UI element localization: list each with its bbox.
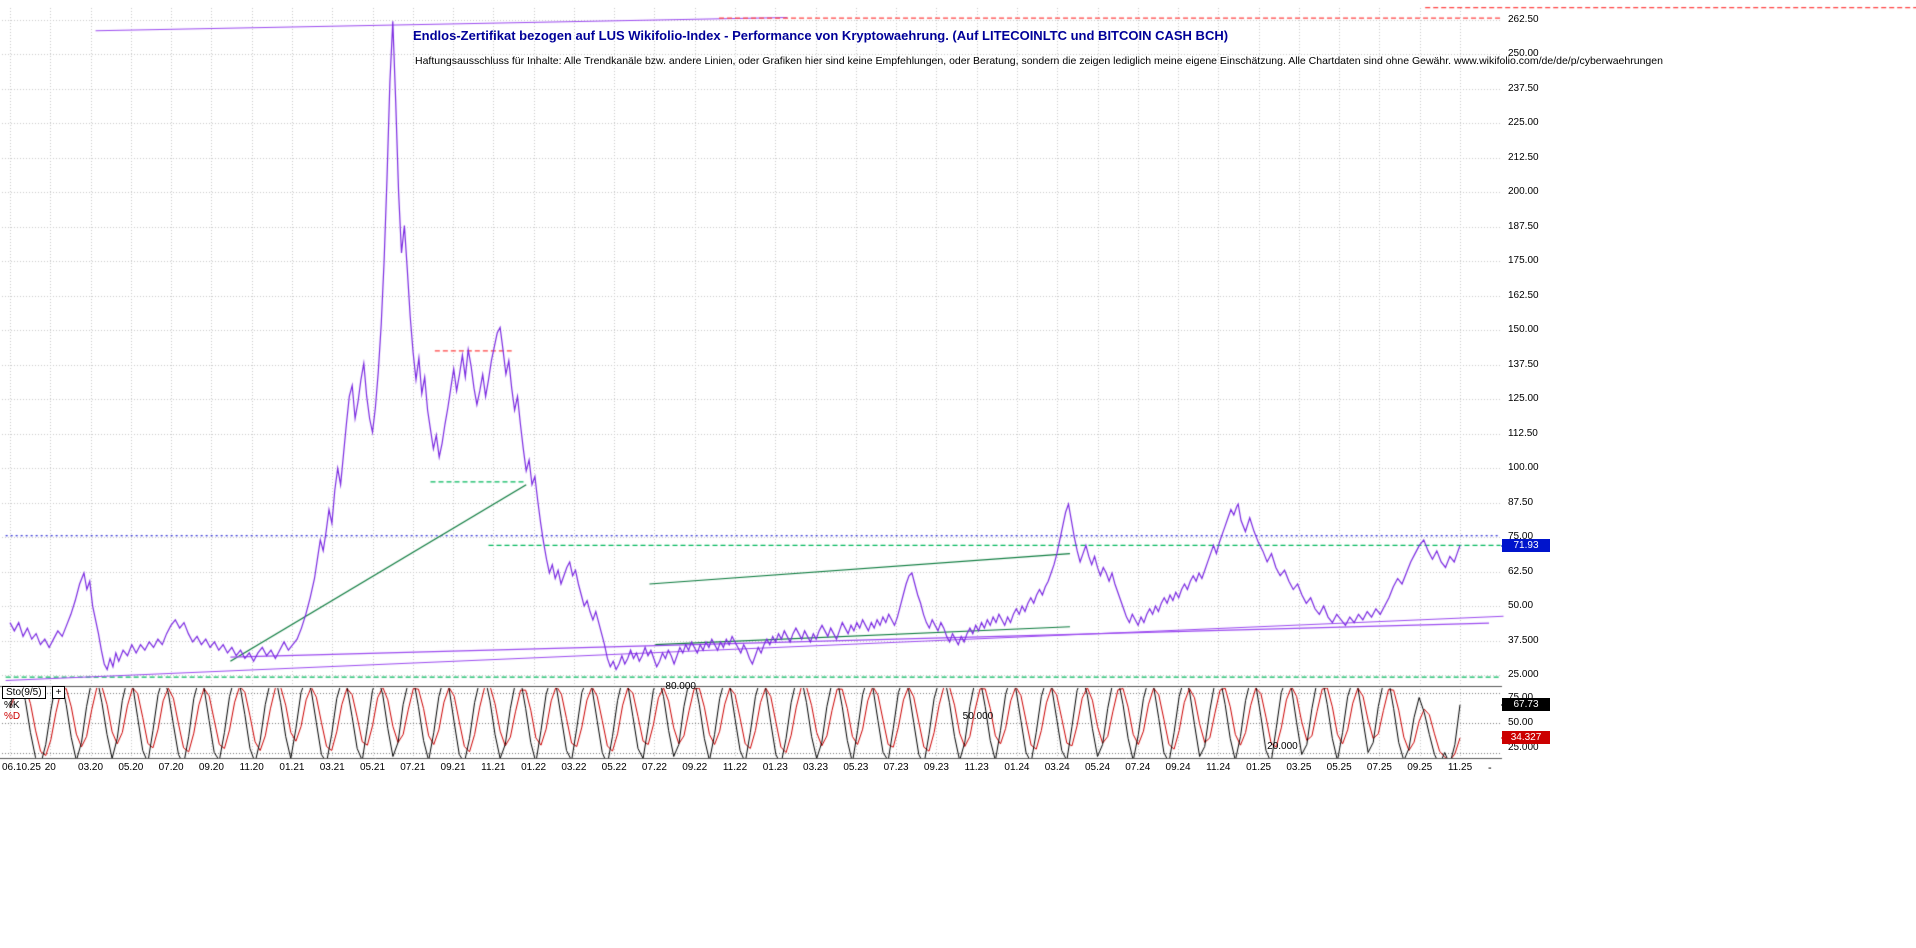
time-tick-label: 09.24 bbox=[1165, 762, 1191, 773]
time-tick-label: 07.25 bbox=[1366, 762, 1392, 773]
price-tick-label: 125.00 bbox=[1508, 393, 1539, 405]
time-tick-label: 11.23 bbox=[964, 762, 989, 773]
sto-tick-label: 50.00 bbox=[1508, 716, 1534, 728]
price-tick-label: 150.00 bbox=[1508, 324, 1539, 336]
time-tick-label: 11.25 bbox=[1447, 762, 1473, 773]
time-tick-label: 05.24 bbox=[1084, 762, 1111, 773]
time-tick-label: 03.20 bbox=[78, 762, 104, 773]
price-tick-label: 250.00 bbox=[1508, 48, 1539, 60]
time-tick-label: 01.24 bbox=[1004, 762, 1030, 773]
time-tick-label: 11.20 bbox=[239, 762, 264, 773]
price-tick-label: 162.50 bbox=[1508, 289, 1539, 301]
sto-tick-label: 25.000 bbox=[1508, 741, 1539, 753]
time-tick-label: 03.24 bbox=[1044, 762, 1070, 773]
sto-tick-label: 75.00 bbox=[1508, 692, 1533, 703]
time-tick-label: 05.21 bbox=[359, 762, 386, 773]
time-tick-label: 07.22 bbox=[641, 762, 667, 773]
stochastic-k-label: %K bbox=[4, 700, 20, 711]
time-tick-label: 05.22 bbox=[601, 762, 627, 773]
sto-level-label: 50.000 bbox=[962, 710, 994, 722]
sto-level-label: 20.000 bbox=[1267, 740, 1298, 752]
price-tick-label: 237.50 bbox=[1508, 82, 1539, 94]
time-tick-label: 03.21 bbox=[319, 762, 345, 773]
price-tick-label: 137.50 bbox=[1508, 358, 1539, 370]
time-tick-label: 05.25 bbox=[1326, 762, 1352, 773]
chart-title: Endlos-Zertifikat bezogen auf LUS Wikifo… bbox=[413, 28, 1229, 43]
time-tick-label: 11.22 bbox=[722, 762, 748, 773]
time-tick-label: 09.21 bbox=[440, 762, 466, 773]
indicator-name-box[interactable]: Sto(9/5) bbox=[2, 686, 46, 699]
time-tick-label: 01.21 bbox=[279, 762, 305, 773]
price-tick-label: 25.000 bbox=[1508, 669, 1539, 680]
time-tick-label: 07.21 bbox=[400, 762, 426, 773]
chart-disclaimer: Haftungsausschluss für Inhalte: Alle Tre… bbox=[415, 55, 1663, 67]
time-tick-label: 09.25 bbox=[1407, 762, 1433, 773]
price-tick-label: 75.00 bbox=[1508, 531, 1534, 543]
time-tick-label: 09.20 bbox=[198, 762, 224, 773]
price-tick-label: 87.50 bbox=[1508, 496, 1534, 508]
price-tick-label: 112.50 bbox=[1508, 427, 1538, 439]
time-tick-label: 09.22 bbox=[682, 762, 708, 773]
sto-k-badge: 67.73 bbox=[1501, 697, 1550, 711]
sto-level-label: 80.000 bbox=[665, 680, 696, 692]
time-tick-label: 05.23 bbox=[843, 762, 869, 773]
price-tick-label: 262.50 bbox=[1508, 14, 1539, 25]
time-tick-label: 01.23 bbox=[762, 762, 788, 773]
time-tick-label: 20 bbox=[44, 762, 56, 773]
time-tick-label: 07.20 bbox=[158, 762, 184, 773]
sto-d-badge: 34.327 bbox=[1501, 731, 1550, 745]
last-price-badge: 71.93 bbox=[1501, 538, 1550, 552]
price-tick-label: 212.50 bbox=[1508, 151, 1539, 163]
price-tick-label: 50.00 bbox=[1508, 600, 1534, 612]
time-tick-label: 01.22 bbox=[521, 762, 547, 773]
indicator-add-button[interactable]: + bbox=[52, 686, 65, 699]
stochastic-d-label: %D bbox=[4, 711, 21, 722]
time-tick-label: 05.20 bbox=[118, 762, 144, 773]
time-tick-label: 06.10.25 bbox=[2, 762, 41, 773]
price-tick-label: 187.50 bbox=[1508, 220, 1539, 232]
time-tick-label: 03.23 bbox=[803, 762, 829, 773]
time-tick-label: 09.23 bbox=[923, 762, 949, 773]
time-tick-label: 11.21 bbox=[481, 762, 506, 773]
time-axis-minus-button[interactable]: - bbox=[1488, 762, 1492, 774]
price-tick-label: 175.00 bbox=[1508, 255, 1539, 267]
time-tick-label: 11.24 bbox=[1206, 762, 1231, 773]
time-tick-label: 03.25 bbox=[1286, 762, 1312, 773]
price-tick-label: 37.500 bbox=[1508, 634, 1539, 646]
price-tick-label: 200.00 bbox=[1508, 186, 1539, 198]
price-tick-label: 100.00 bbox=[1508, 462, 1539, 474]
time-tick-label: 07.23 bbox=[883, 762, 909, 773]
price-tick-label: 225.00 bbox=[1508, 117, 1539, 129]
time-tick-label: 07.24 bbox=[1125, 762, 1151, 773]
price-tick-label: 62.50 bbox=[1508, 565, 1534, 577]
time-tick-label: 03.22 bbox=[561, 762, 587, 773]
time-tick-label: 01.25 bbox=[1246, 762, 1272, 773]
